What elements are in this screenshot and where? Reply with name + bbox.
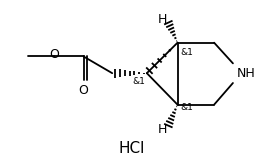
Text: O: O [79, 84, 88, 97]
Text: O: O [49, 48, 59, 61]
Text: &1: &1 [132, 77, 145, 86]
Text: &1: &1 [181, 48, 193, 57]
Text: &1: &1 [181, 103, 193, 112]
Text: NH: NH [237, 67, 256, 80]
Text: H: H [158, 123, 167, 136]
Text: HCl: HCl [119, 141, 145, 156]
Text: H: H [158, 13, 167, 26]
